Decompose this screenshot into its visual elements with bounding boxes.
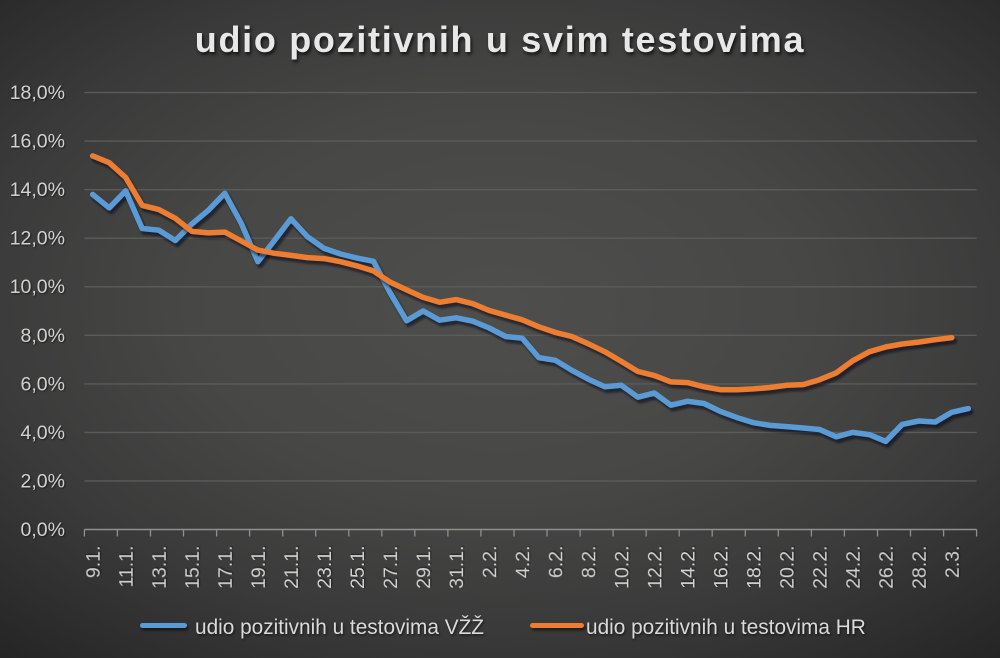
svg-text:18.2.: 18.2. [744,546,766,589]
svg-text:24.2.: 24.2. [843,546,865,589]
svg-text:26.2.: 26.2. [876,546,898,589]
svg-text:4.2.: 4.2. [512,546,534,579]
svg-text:6.2.: 6.2. [545,546,567,579]
svg-text:8.2.: 8.2. [578,546,600,579]
svg-text:23.1.: 23.1. [314,546,336,589]
svg-text:22.2.: 22.2. [810,546,832,589]
svg-text:18,0%: 18,0% [10,82,65,104]
svg-text:8,0%: 8,0% [21,325,65,347]
svg-text:2.2.: 2.2. [479,546,501,579]
svg-text:10,0%: 10,0% [10,276,65,298]
svg-text:25.1.: 25.1. [347,546,369,589]
svg-text:9.1.: 9.1. [83,546,105,579]
svg-text:29.1.: 29.1. [413,546,435,589]
svg-text:11.1.: 11.1. [116,546,138,588]
svg-text:28.2.: 28.2. [909,546,931,589]
svg-text:19.1.: 19.1. [248,546,270,589]
svg-text:27.1.: 27.1. [380,546,402,589]
svg-text:16.2.: 16.2. [711,546,733,589]
svg-text:15.1.: 15.1. [182,546,204,589]
svg-text:2,0%: 2,0% [21,470,65,492]
svg-text:10.2.: 10.2. [611,546,633,589]
svg-text:21.1.: 21.1. [281,546,303,589]
svg-text:12.2.: 12.2. [644,546,666,589]
svg-text:14.2.: 14.2. [678,546,700,589]
svg-text:6,0%: 6,0% [21,373,65,395]
svg-text:2.3.: 2.3. [942,546,964,579]
svg-text:16,0%: 16,0% [10,131,65,153]
svg-text:14,0%: 14,0% [10,179,65,201]
svg-text:0,0%: 0,0% [21,519,65,541]
svg-text:4,0%: 4,0% [21,422,65,444]
svg-text:13.1.: 13.1. [149,546,171,589]
svg-text:17.1.: 17.1. [215,546,237,589]
svg-text:12,0%: 12,0% [10,228,65,250]
svg-text:20.2.: 20.2. [777,546,799,589]
svg-text:31.1.: 31.1. [446,546,468,589]
